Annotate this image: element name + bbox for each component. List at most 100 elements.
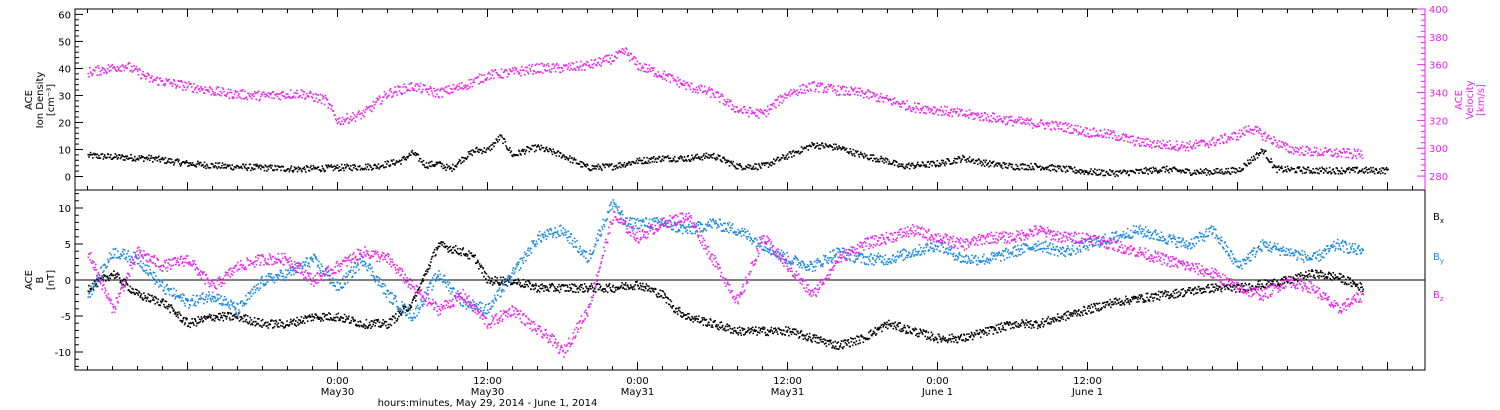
velocity-point <box>976 114 978 117</box>
density-point <box>257 165 259 167</box>
density-point <box>1290 166 1293 169</box>
density-point <box>231 164 234 166</box>
velocity-point <box>487 72 489 75</box>
velocity-point <box>768 108 771 111</box>
velocity-point <box>525 70 528 72</box>
density-point <box>1031 168 1033 171</box>
density-point <box>1328 171 1330 173</box>
density-point <box>783 157 786 159</box>
velocity-point <box>911 110 913 113</box>
bx-point <box>833 347 836 350</box>
velocity-point <box>317 101 319 103</box>
density-point <box>1310 170 1312 172</box>
velocity-point <box>1027 122 1029 124</box>
density-point <box>243 165 246 168</box>
velocity-point <box>221 87 224 89</box>
bx-point <box>319 316 321 319</box>
density-point <box>953 160 955 162</box>
velocity-point <box>1055 120 1057 123</box>
density-point <box>206 165 209 167</box>
bx-point <box>303 322 306 324</box>
velocity-point <box>800 88 802 91</box>
density-point <box>193 164 195 166</box>
density-point <box>122 155 124 157</box>
bx-point <box>468 257 471 260</box>
bx-point <box>396 318 399 320</box>
bx-point <box>108 274 111 277</box>
velocity-point <box>653 75 656 77</box>
bx-point <box>123 284 126 287</box>
velocity-point <box>1245 129 1248 132</box>
bx-point <box>827 340 830 342</box>
density-point <box>1074 172 1077 174</box>
velocity-point <box>613 60 615 62</box>
velocity-point <box>1195 139 1197 142</box>
density-point <box>1361 168 1364 170</box>
density-point <box>1262 153 1265 155</box>
velocity-point <box>686 81 689 84</box>
density-point <box>560 152 562 155</box>
bx-point <box>515 279 517 281</box>
density-point <box>784 158 786 160</box>
velocity-point <box>713 94 715 96</box>
bx-point <box>195 320 197 323</box>
velocity-point <box>502 77 504 79</box>
velocity-point <box>699 89 702 91</box>
velocity-point <box>954 110 957 113</box>
bx-point <box>744 333 746 335</box>
density-point <box>176 159 178 161</box>
velocity-point <box>443 90 446 92</box>
bx-point <box>519 282 521 284</box>
bx-point <box>692 321 695 323</box>
velocity-point <box>973 112 975 115</box>
bx-point <box>815 337 817 339</box>
velocity-point <box>1014 119 1017 121</box>
density-point <box>188 162 190 165</box>
density-point <box>892 161 894 164</box>
bx-point <box>358 325 361 328</box>
velocity-point <box>818 91 820 93</box>
velocity-point <box>1138 143 1140 145</box>
density-point <box>461 161 464 163</box>
density-point <box>1025 168 1028 171</box>
bx-point <box>366 327 369 330</box>
bx-point <box>653 291 655 293</box>
velocity-point <box>868 97 870 100</box>
velocity-point <box>602 57 605 60</box>
bx-point <box>854 337 856 340</box>
density-point <box>594 165 597 168</box>
density-point <box>354 165 357 167</box>
density-point <box>635 162 637 164</box>
bx-point <box>466 255 468 257</box>
density-point <box>952 162 954 164</box>
velocity-point <box>199 90 201 92</box>
velocity-point <box>795 93 798 95</box>
bx-point <box>638 287 641 289</box>
density-point <box>1331 172 1333 174</box>
density-point <box>1246 165 1248 167</box>
velocity-point <box>1250 129 1252 131</box>
velocity-point <box>460 87 462 89</box>
density-point <box>697 157 699 159</box>
bx-point <box>341 320 344 323</box>
density-point <box>748 167 750 169</box>
density-point <box>266 170 268 172</box>
velocity-point <box>114 68 117 71</box>
density-point <box>881 160 884 162</box>
density-point <box>164 162 166 164</box>
velocity-point <box>1330 154 1332 157</box>
velocity-point <box>803 89 806 91</box>
density-point <box>1049 169 1052 172</box>
velocity-point <box>127 63 129 65</box>
velocity-point <box>985 117 987 119</box>
density-point <box>131 157 133 159</box>
velocity-point <box>989 119 992 122</box>
velocity-point <box>737 110 739 112</box>
bx-point <box>286 320 288 322</box>
density-point <box>707 153 710 156</box>
density-point <box>290 165 293 167</box>
velocity-point <box>652 69 654 72</box>
velocity-point <box>131 65 133 68</box>
velocity-point <box>1175 149 1177 151</box>
velocity-point <box>1058 127 1060 130</box>
